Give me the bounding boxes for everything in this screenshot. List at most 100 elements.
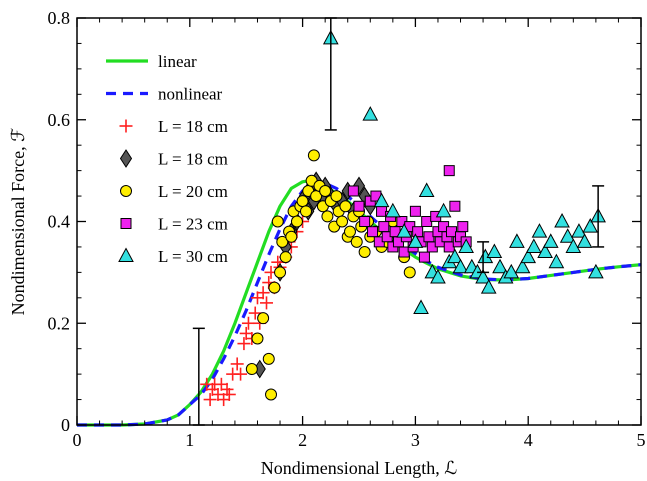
legend-label-0: linear <box>158 52 197 71</box>
series-4-point-0 <box>245 363 258 376</box>
axis-ticks: 0 1 2 3 4 5 0 0.2 0.4 0.6 0.8 <box>48 8 646 450</box>
series-4-point-8 <box>276 235 289 248</box>
legend-label-6: L = 30 cm <box>158 247 228 266</box>
series-6-point-38 <box>588 263 604 279</box>
series-5-point-4 <box>367 226 379 238</box>
legend-label-5: L = 23 cm <box>158 215 228 234</box>
series-6-point-34 <box>565 238 582 253</box>
series-5-point-31 <box>443 241 455 253</box>
y-tick-label-3: 0.6 <box>48 110 71 130</box>
series-5-point-38 <box>443 165 455 177</box>
x-axis-label: Nondimensional Length, ℒ <box>261 458 457 478</box>
legend-label-2: L = 18 cm <box>158 117 228 136</box>
series-6-point-12 <box>447 248 463 264</box>
series-6-point-33 <box>559 228 576 243</box>
legend-label-1: nonlinear <box>158 85 223 104</box>
series-6-point-7 <box>418 182 435 197</box>
series-4-point-9 <box>279 251 292 264</box>
series-4-point-4 <box>265 388 278 401</box>
legend-label-4: L = 20 cm <box>158 182 228 201</box>
series-5-point-19 <box>409 205 421 217</box>
series-4-point-7 <box>274 266 287 279</box>
error-bars <box>192 17 605 426</box>
series-4-point-6 <box>271 215 284 228</box>
series-6-point-30 <box>542 233 559 248</box>
series-5-point-7 <box>376 205 388 217</box>
series-6-point-24 <box>509 233 525 248</box>
series-5-point-0 <box>347 185 359 197</box>
series-5-point-36 <box>457 221 469 233</box>
series-5-point-22 <box>418 251 430 263</box>
legend-label-3: L = 18 cm <box>158 150 228 169</box>
series-2-point-1 <box>203 393 217 407</box>
series-4-point-34 <box>350 235 363 248</box>
series-6-point-23 <box>503 263 520 279</box>
series-6-point-36 <box>576 233 593 248</box>
x-tick-label-4: 4 <box>524 430 533 450</box>
series-6-point-32 <box>554 212 570 228</box>
x-tick-label-3: 3 <box>411 430 420 450</box>
series-2-point-11 <box>234 367 248 381</box>
series-6-point-26 <box>520 248 537 264</box>
series-6-point-25 <box>514 258 531 274</box>
series-6-point-28 <box>531 223 548 238</box>
data-points <box>200 29 606 407</box>
series-4-point-1 <box>251 332 264 345</box>
series-4-point-13 <box>290 215 303 228</box>
series-5-point-33 <box>449 200 461 212</box>
x-tick-label-1: 1 <box>185 430 194 450</box>
series-6-point-20 <box>486 243 503 259</box>
series-6-point-4 <box>396 223 412 238</box>
y-tick-label-1: 0.2 <box>48 313 71 333</box>
series-4-point-5 <box>268 281 281 294</box>
series-5-point-23 <box>421 216 433 227</box>
series-6-point-31 <box>548 253 565 269</box>
x-tick-label-5: 5 <box>637 430 646 450</box>
series-4-point-15 <box>296 195 309 208</box>
series-4-point-37 <box>358 246 371 259</box>
series-6-point-21 <box>492 258 508 274</box>
series-6-point-29 <box>537 243 553 259</box>
series-4-point-27 <box>330 190 343 203</box>
series-2-point-20 <box>260 296 274 310</box>
legend-swatch-3 <box>119 149 133 168</box>
series-2-point-19 <box>256 286 270 300</box>
series-2-point-10 <box>230 357 244 371</box>
series-4-point-3 <box>262 352 275 365</box>
y-tick-label-4: 0.8 <box>48 8 71 28</box>
series-4-point-30 <box>339 200 352 213</box>
series-4-point-23 <box>319 184 332 197</box>
series-5-point-2 <box>359 216 371 227</box>
series-5-point-8 <box>378 221 390 233</box>
series-4-point-24 <box>321 210 334 223</box>
series-6-point-14 <box>458 238 474 253</box>
x-tick-label-2: 2 <box>298 430 307 450</box>
series-6-point-27 <box>526 238 542 253</box>
series-6-point-9 <box>430 268 446 284</box>
series-6-point-19 <box>480 279 497 294</box>
series-6-point-1 <box>362 106 379 121</box>
series-2-point-14 <box>241 316 255 330</box>
legend-swatch-6 <box>118 247 134 262</box>
series-5-point-1 <box>353 200 365 212</box>
series-6-point-10 <box>435 202 452 218</box>
series-6-point-5 <box>407 233 424 248</box>
legend-swatch-2 <box>119 119 133 133</box>
series-6-point-17 <box>475 268 491 284</box>
series-2-point-16 <box>248 306 262 320</box>
series-4-point-32 <box>343 225 356 238</box>
series-4-point-19 <box>307 149 320 162</box>
series-6-point-3 <box>385 202 401 218</box>
series-6-point-35 <box>571 223 587 238</box>
legend-swatch-4 <box>120 185 132 197</box>
y-tick-label-0: 0 <box>61 415 70 435</box>
series-2-point-12 <box>237 337 251 351</box>
series-4-point-11 <box>285 230 298 243</box>
series-5-point-24 <box>423 231 435 243</box>
series-4-point-46 <box>403 266 416 279</box>
series-4-point-2 <box>257 312 270 325</box>
series-6-point-6 <box>413 299 429 314</box>
series-6-point-13 <box>452 258 469 274</box>
